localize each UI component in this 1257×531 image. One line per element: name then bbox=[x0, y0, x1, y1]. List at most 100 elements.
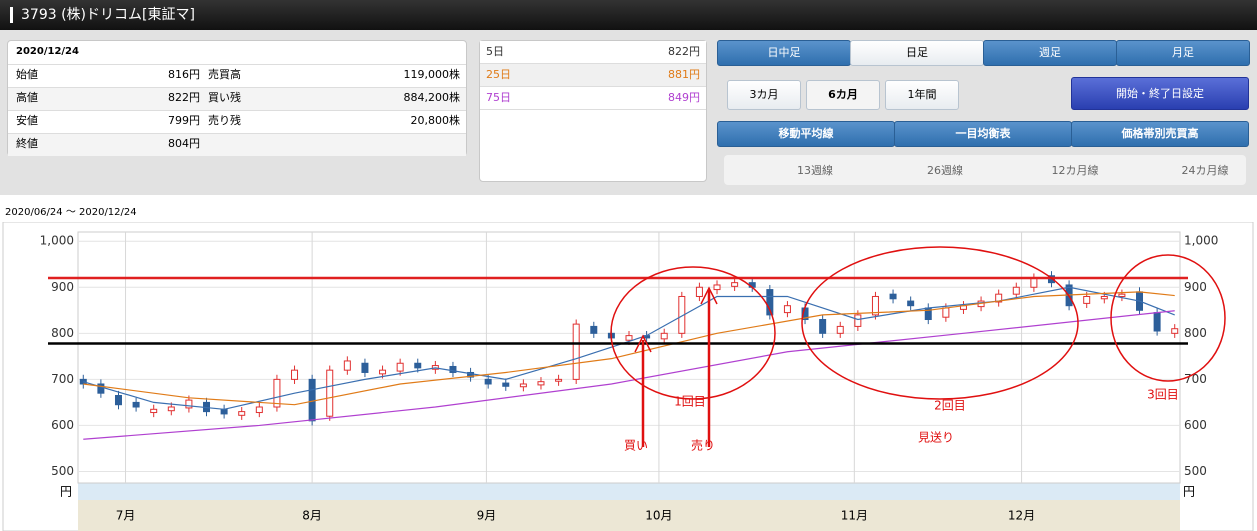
candle-body bbox=[1012, 286, 1020, 295]
candle-body bbox=[502, 382, 510, 387]
candle-body bbox=[660, 332, 668, 340]
row-bg bbox=[8, 133, 466, 156]
candle-body bbox=[449, 365, 457, 373]
month-band bbox=[78, 500, 1180, 531]
quote-label: 始値 bbox=[16, 68, 38, 81]
candle-body bbox=[1083, 295, 1091, 304]
y-tick-label-right: 900 bbox=[1184, 280, 1207, 294]
ma-line bbox=[83, 286, 1175, 410]
chart: 500 500 600 600 700 700 800 800 900 900 1,000 1,000… bbox=[2, 222, 1254, 531]
quote-value: 119,000株 bbox=[403, 68, 461, 81]
candle-body bbox=[291, 369, 299, 380]
candle-body bbox=[1153, 312, 1161, 332]
period-tab[interactable]: 月足 bbox=[1116, 40, 1250, 66]
ma-line bbox=[83, 310, 1175, 440]
x-tick-label: 11月 bbox=[841, 509, 868, 523]
annotation: 売り bbox=[691, 438, 715, 453]
annotations bbox=[610, 246, 1226, 447]
check-bg bbox=[724, 155, 1246, 185]
x-tick-label: 9月 bbox=[477, 509, 497, 523]
candle-body bbox=[484, 378, 492, 385]
annotation: 3回目 bbox=[1147, 388, 1179, 402]
y-tick-label: 900 bbox=[51, 280, 74, 294]
quote-value: 799円 bbox=[168, 114, 200, 127]
candle-body bbox=[1030, 277, 1038, 288]
arrow bbox=[700, 286, 718, 305]
candle-body bbox=[379, 369, 387, 375]
y-unit-right: 円 bbox=[1183, 485, 1195, 499]
candle-body bbox=[625, 335, 633, 341]
candle-body bbox=[572, 323, 580, 380]
candle-body bbox=[132, 401, 140, 408]
ma-label: 75日 bbox=[486, 91, 511, 104]
candle-body bbox=[519, 383, 527, 388]
period-tab[interactable]: 日中足 bbox=[717, 40, 851, 66]
date-button[interactable]: 開始・終了日設定 bbox=[1071, 77, 1249, 110]
check-option[interactable]: 13週線 bbox=[797, 164, 833, 177]
quote-label: 売り残 bbox=[208, 114, 241, 127]
plot-area bbox=[77, 231, 1181, 484]
candle-body bbox=[836, 325, 844, 334]
candle-body bbox=[220, 408, 228, 415]
candle-body bbox=[907, 300, 915, 307]
candle-body bbox=[995, 293, 1003, 303]
candle-body bbox=[1171, 328, 1179, 334]
candle-body bbox=[713, 284, 721, 291]
check-option[interactable]: 12カ月線 bbox=[1051, 164, 1099, 177]
quote-value: 804円 bbox=[168, 137, 200, 150]
check-option[interactable]: 24カ月線 bbox=[1181, 164, 1229, 177]
quote-label: 安値 bbox=[16, 114, 38, 127]
y-tick-label-right: 500 bbox=[1184, 464, 1207, 478]
y-tick-label: 500 bbox=[51, 464, 74, 478]
candle-body bbox=[854, 314, 862, 327]
circle bbox=[610, 266, 776, 400]
row-bg bbox=[480, 64, 706, 87]
candle-body bbox=[555, 378, 563, 382]
row-bg bbox=[8, 110, 466, 133]
quote-value: 816円 bbox=[168, 68, 200, 81]
candle-body bbox=[819, 319, 827, 334]
quote-value: 884,200株 bbox=[403, 91, 461, 104]
row-bg bbox=[8, 64, 466, 87]
quote-date: 2020/12/24 bbox=[16, 46, 79, 57]
candle-body bbox=[97, 383, 105, 394]
y-tick-label-right: 600 bbox=[1184, 418, 1207, 432]
span-button[interactable]: 1年間 bbox=[885, 80, 959, 110]
candle-body bbox=[150, 408, 158, 414]
y-tick-label: 1,000 bbox=[40, 234, 74, 248]
quote-label: 売買高 bbox=[208, 68, 241, 81]
ma-label: 25日 bbox=[486, 68, 511, 81]
candle-body bbox=[361, 362, 369, 373]
indicator-tab[interactable]: 一目均衡表 bbox=[894, 121, 1072, 147]
quote-value: 822円 bbox=[168, 91, 200, 104]
x-tick-label: 12月 bbox=[1008, 509, 1035, 523]
candle-body bbox=[889, 293, 897, 300]
annotation: 1回目 bbox=[674, 395, 706, 409]
span-button[interactable]: 6カ月 bbox=[806, 80, 880, 110]
period-tab[interactable]: 日足 bbox=[850, 40, 984, 66]
ma-value: 849円 bbox=[668, 91, 700, 104]
candle-body bbox=[1118, 293, 1126, 297]
candle-body bbox=[467, 371, 475, 378]
y-tick-label: 600 bbox=[51, 418, 74, 432]
span-button[interactable]: 3カ月 bbox=[727, 80, 801, 110]
annotation: 2回目 bbox=[934, 399, 966, 413]
candle-body bbox=[255, 406, 263, 414]
candle-body bbox=[414, 362, 422, 369]
check-option[interactable]: 26週線 bbox=[927, 164, 963, 177]
arrow bbox=[634, 334, 652, 353]
candle-body bbox=[396, 362, 404, 372]
circle bbox=[1110, 254, 1226, 382]
candle-body bbox=[731, 282, 739, 287]
period-tab[interactable]: 週足 bbox=[983, 40, 1117, 66]
row-bg bbox=[480, 41, 706, 64]
title: 3793 (株)ドリコム[東証マ] bbox=[10, 7, 195, 23]
indicator-tab[interactable]: 価格帯別売買高 bbox=[1071, 121, 1249, 147]
candle-body bbox=[326, 369, 334, 417]
range-text: 2020/06/24 〜 2020/12/24 bbox=[5, 207, 137, 218]
quote-value: 20,800株 bbox=[410, 114, 461, 127]
indicator-tab[interactable]: 移動平均線 bbox=[717, 121, 895, 147]
y-tick-label-right: 800 bbox=[1184, 326, 1207, 340]
x-tick-label: 7月 bbox=[116, 509, 136, 523]
